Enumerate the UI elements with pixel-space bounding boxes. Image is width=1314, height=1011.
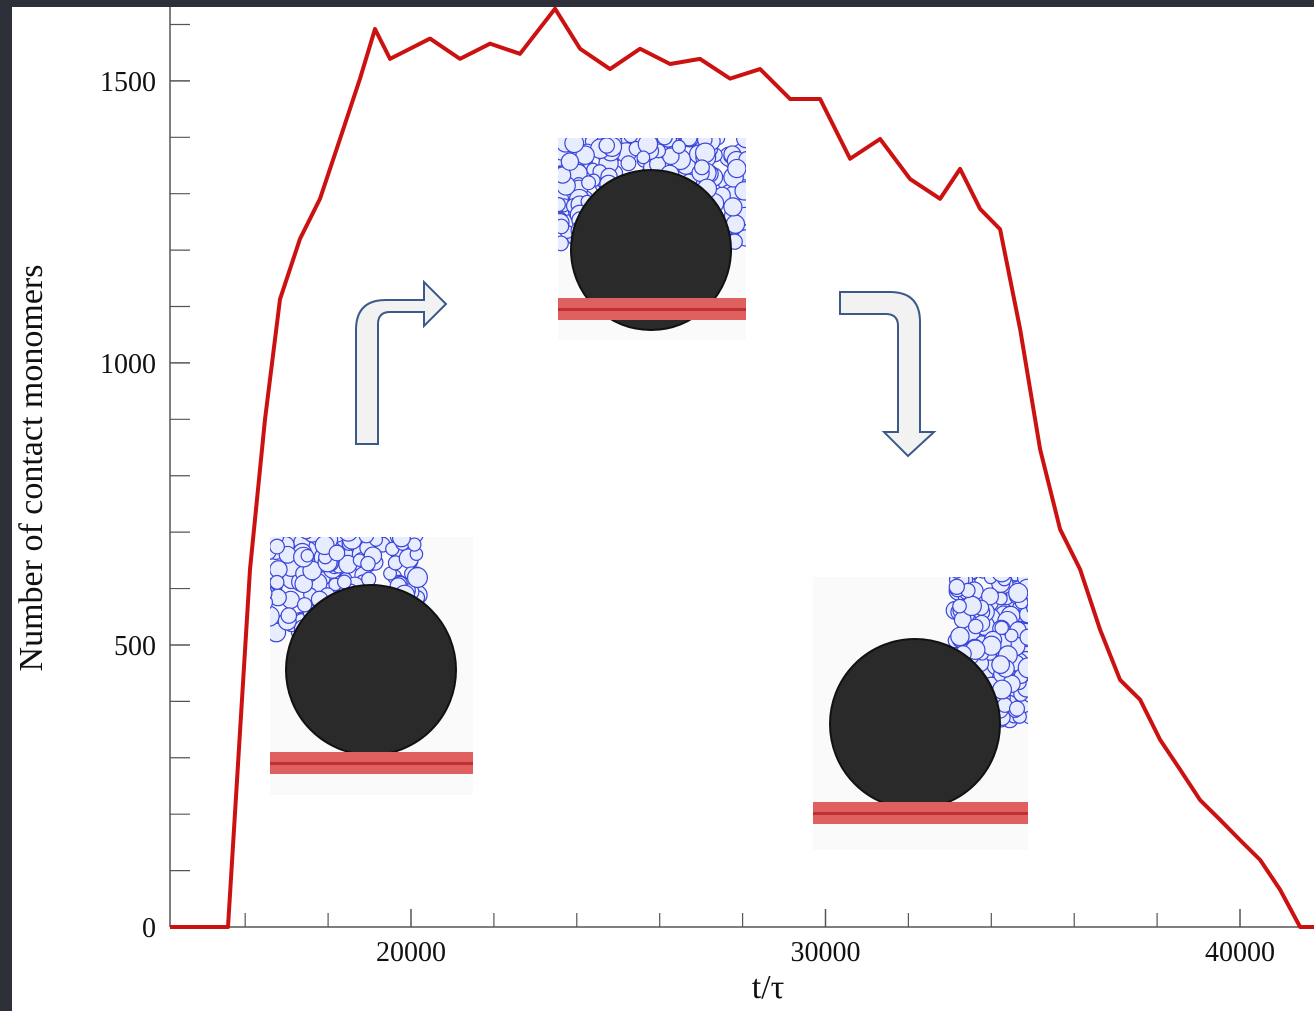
polymer-bead [694, 142, 716, 164]
polymer-bead [636, 150, 651, 165]
polymer-bead [392, 537, 411, 548]
polymer-bead [339, 537, 357, 542]
inset [813, 577, 1028, 850]
polymer-bead [723, 197, 743, 217]
x-tick-label: 40000 [1205, 937, 1275, 968]
polymer-bead [734, 181, 746, 201]
polymer-bead [1019, 628, 1028, 646]
x-tick-label: 30000 [791, 937, 861, 968]
polymer-bead [360, 555, 376, 572]
polymer-bead [994, 620, 1009, 636]
polymer-bead [992, 577, 1011, 583]
inset [558, 138, 746, 340]
data-line [170, 6, 1314, 929]
polymer-bead [948, 578, 965, 595]
polymer-bead [558, 197, 566, 213]
inset-content [813, 577, 1028, 850]
x-tick-label: 20000 [376, 937, 446, 968]
polymer-bead [406, 567, 428, 589]
polymer-bead [620, 155, 637, 172]
polymer-bead [270, 586, 273, 600]
polymer-bead [693, 159, 710, 176]
y-tick-label: 500 [114, 631, 156, 662]
polymer-bead [270, 595, 274, 610]
polymer-bead [1017, 657, 1028, 679]
y-tick-label: 0 [142, 913, 156, 944]
polymer-bead [270, 538, 285, 555]
y-tick-label: 1500 [100, 67, 156, 98]
polymer-bead [598, 138, 616, 154]
polymer-bead [952, 577, 962, 579]
polymer-bead [736, 138, 746, 149]
polymer-bead [558, 235, 569, 252]
polymer-bead [564, 138, 585, 154]
polymer-bead [558, 218, 570, 235]
arrow [839, 291, 937, 458]
particle [285, 584, 457, 756]
polymer-bead [270, 605, 280, 627]
polymer-bead [981, 587, 999, 606]
polymer-bead [581, 175, 597, 191]
x-axis-title: t/τ [752, 969, 785, 1006]
polymer-bead [270, 574, 285, 590]
substrate-stripe [558, 308, 746, 311]
inset [270, 537, 473, 795]
polymer-bead [280, 607, 298, 624]
polymer-bead [328, 544, 346, 562]
inset-content [558, 138, 746, 340]
polymer-bead [967, 618, 984, 635]
insets [270, 138, 1028, 850]
inset-content [270, 537, 473, 795]
polymer-bead [952, 598, 967, 614]
polymer-bead [358, 537, 375, 544]
polymer-bead [300, 537, 312, 540]
polymer-bead [1008, 582, 1028, 604]
polymer-bead [656, 138, 673, 146]
y-axis-title: Number of contact monomers [13, 265, 50, 672]
polymer-bead [1004, 628, 1019, 643]
substrate-stripe [813, 812, 1028, 815]
polymer-bead [671, 139, 687, 154]
polymer-bead [727, 158, 746, 179]
polymer-bead [336, 574, 352, 590]
y-tick-label: 1000 [100, 349, 156, 380]
particle [570, 169, 732, 331]
arrows [355, 279, 937, 458]
polymer-bead [296, 597, 313, 613]
polymer-bead [950, 626, 970, 647]
polymer-bead [300, 548, 315, 563]
particle [829, 638, 1001, 810]
polymer-bead [1008, 700, 1026, 717]
substrate-stripe [270, 762, 473, 765]
arrow [355, 279, 448, 445]
polymer-bead [560, 152, 580, 171]
polymer-bead [991, 655, 1011, 675]
